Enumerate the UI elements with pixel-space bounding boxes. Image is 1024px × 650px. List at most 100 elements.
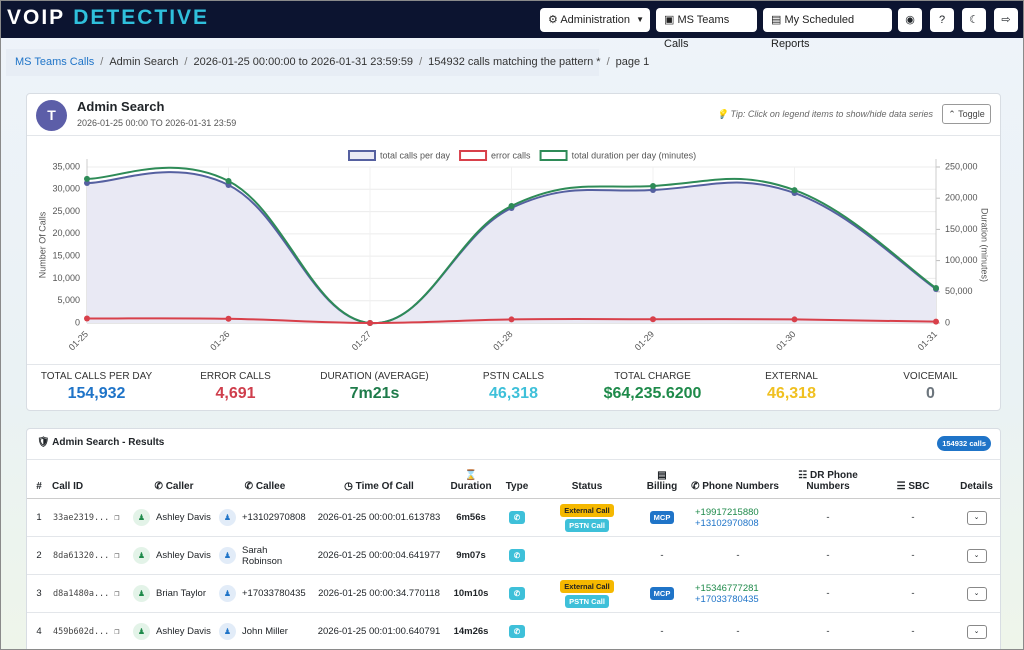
- column-header-text: Details: [960, 481, 993, 492]
- type-badge: ✆: [508, 625, 526, 638]
- cell-caller: ♟ Brian Taylor: [131, 574, 217, 613]
- cell-sbc: -: [873, 612, 953, 649]
- x-tick-label: 01-25: [67, 329, 90, 352]
- cell-callee: ♟ +17033780435: [217, 574, 313, 613]
- cell-status: External Call PSTN Call: [537, 498, 637, 537]
- stat: TOTAL CHARGE $64,235.6200: [583, 365, 722, 412]
- column-header-text: Call ID: [52, 481, 84, 492]
- stat-value: 46,318: [767, 385, 816, 402]
- details-button[interactable]: ⌄: [966, 510, 987, 525]
- header: VOIP DETECTIVE ⚙ Administration ▼ ▣ MS Tea…: [1, 1, 1023, 50]
- toggle-button[interactable]: ⌃ Toggle: [942, 104, 991, 124]
- cell-type: ✆: [497, 574, 537, 613]
- stat-label: PSTN CALLS: [482, 371, 545, 382]
- column-header-text: Type: [505, 481, 529, 492]
- result-row: 2 8da61320... ❐ ♟ Ashley Davis ♟ Sarah Robins…: [27, 536, 1000, 575]
- legend-swatch: [539, 150, 568, 161]
- legend-item[interactable]: total calls per day: [348, 150, 451, 161]
- stats: TOTAL CALLS PER DAY 154,932 ERROR CALLS 4,6…: [27, 364, 1000, 412]
- stat: DURATION (AVERAGE) 7m21s: [305, 365, 444, 412]
- teams-button[interactable]: ▣ MS Teams Calls: [656, 8, 757, 50]
- results-table: # Call ID ✆ Caller ✆ Callee ◷ Time Of Call ⌛ D…: [27, 459, 1000, 649]
- column-header-text: Status: [571, 481, 603, 492]
- card-subtitle: 2026-01-25 00:00 TO 2026-01-31 23:59: [77, 118, 237, 128]
- type-badge: ✆: [508, 511, 526, 524]
- copy-icon[interactable]: ❐: [109, 588, 120, 599]
- cell-callee: ♟ John Miller: [217, 612, 313, 649]
- details-button[interactable]: ⌄: [966, 548, 987, 563]
- status-text: PSTN Call: [569, 596, 605, 606]
- callee: +13102970808: [242, 512, 306, 523]
- reports-button[interactable]: ▤ My Scheduled Reports: [763, 8, 892, 50]
- cell-phones: +19917215880 +13102970808: [687, 498, 783, 537]
- cell-call-id: 8da61320... ❐: [51, 536, 131, 575]
- caller: Ashley Davis: [156, 512, 211, 524]
- column-header: ◷ Time Of Call: [313, 459, 445, 499]
- cell-caller: ♟ Ashley Davis: [131, 536, 217, 575]
- call-id: 8da61320...: [53, 550, 110, 561]
- stat: ERROR CALLS 4,691: [166, 365, 305, 412]
- admin-menu[interactable]: ⚙ Administration ▼: [540, 8, 650, 32]
- copy-icon[interactable]: ❐: [109, 550, 120, 561]
- legend-label: total calls per day: [380, 150, 451, 160]
- data-point: [791, 187, 798, 194]
- cell-duration: 6m56s: [445, 498, 497, 537]
- avatar: ♟: [133, 509, 150, 526]
- legend-item[interactable]: error calls: [459, 150, 531, 161]
- data-point: [933, 285, 939, 292]
- menu-label: Administration: [560, 14, 631, 26]
- legend-item[interactable]: total duration per day (minutes): [539, 150, 697, 161]
- details-button[interactable]: ⌄: [966, 586, 987, 601]
- brand[interactable]: VOIP DETECTIVE: [7, 6, 209, 30]
- stat-label: EXTERNAL: [765, 371, 818, 382]
- status-text: External Call: [564, 581, 610, 591]
- x-tick-label: 01-30: [774, 329, 797, 352]
- cell-time: 2026-01-25 00:00:01.613783: [313, 498, 445, 537]
- data-point: [367, 320, 373, 326]
- cell-dr: -: [783, 574, 873, 613]
- breadcrumb-item: 154932 calls matching the pattern *: [413, 56, 601, 68]
- y-tick-label: 35,000: [52, 161, 80, 171]
- chart: 0 5,000 10,000 15,000 20,000 25,000 30,000 35,0…: [37, 150, 990, 352]
- avatar: ♟: [219, 585, 236, 602]
- cell-dr: -: [783, 536, 873, 575]
- theme-button[interactable]: ☾: [962, 8, 986, 32]
- cell-time: 2026-01-25 00:00:34.770118: [313, 574, 445, 613]
- cell-billing: -: [637, 536, 687, 575]
- y2-tick-label: 250,000: [945, 161, 978, 171]
- stat-value: 7m21s: [349, 385, 400, 402]
- cell-details: ⌄: [953, 536, 1000, 575]
- column-header: ⌛ Duration: [445, 459, 497, 499]
- copy-icon[interactable]: ❐: [109, 626, 120, 637]
- avatar: ♟: [219, 509, 236, 526]
- cell-billing: MCP: [637, 498, 687, 537]
- column-header-text: Caller: [165, 481, 194, 492]
- cell-time: 2026-01-25 00:00:04.641977: [313, 536, 445, 575]
- help-button[interactable]: ?: [930, 8, 954, 32]
- stat-label: TOTAL CALLS PER DAY: [40, 371, 153, 382]
- cell-call-id: d8a1480a... ❐: [51, 574, 131, 613]
- y2-tick-label: 0: [945, 317, 950, 327]
- breadcrumb-item: Admin Search: [94, 56, 178, 68]
- breadcrumb-link[interactable]: MS Teams Calls: [15, 56, 95, 68]
- results-title-text: Admin Search - Results: [52, 437, 165, 448]
- logout-button[interactable]: ⇨: [994, 8, 1018, 32]
- cell-phones: +15346777281 +17033780435: [687, 574, 783, 613]
- data-point: [791, 316, 798, 323]
- stat-value: 46,318: [489, 385, 538, 402]
- details-button[interactable]: ⌄: [966, 624, 987, 639]
- column-header: Call ID: [51, 459, 131, 499]
- data-point: [650, 182, 656, 189]
- caller: Brian Taylor: [156, 588, 206, 600]
- callee: John Miller: [242, 626, 288, 637]
- profile-button[interactable]: ◉: [898, 8, 922, 32]
- column-header-text: SBC: [908, 481, 930, 492]
- status-text: External Call: [564, 505, 610, 515]
- stat: TOTAL CALLS PER DAY 154,932: [27, 365, 166, 412]
- status-badge: External Call: [560, 579, 614, 593]
- column-header: ✆ Caller: [131, 459, 217, 499]
- data-point: [84, 315, 90, 322]
- copy-icon[interactable]: ❐: [109, 512, 120, 523]
- phone: +19917215880: [695, 506, 759, 518]
